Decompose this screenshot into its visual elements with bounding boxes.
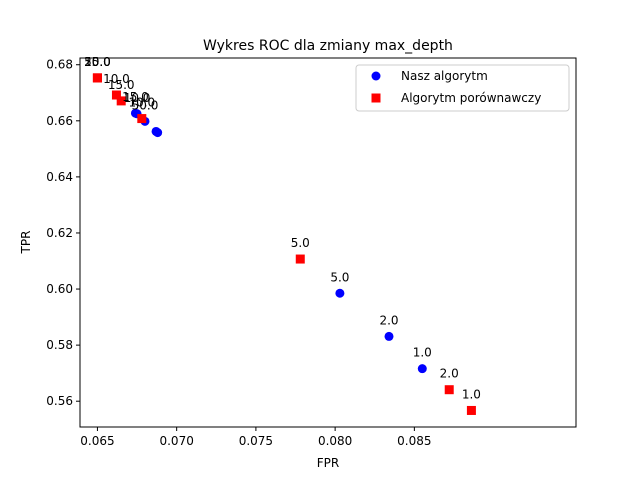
data-point bbox=[417, 364, 427, 374]
data-point bbox=[466, 405, 476, 415]
y-tick-label: 0.60 bbox=[46, 282, 73, 296]
legend-box bbox=[355, 64, 570, 112]
y-tick-label: 0.62 bbox=[46, 226, 73, 240]
data-label: 15.0 bbox=[122, 90, 149, 104]
y-tick-label: 0.66 bbox=[46, 114, 73, 128]
data-label: 50.0 bbox=[132, 98, 159, 112]
data-point bbox=[153, 128, 163, 138]
legend-label: Nasz algorytm bbox=[401, 69, 488, 83]
data-point bbox=[444, 385, 454, 395]
data-point bbox=[92, 73, 102, 83]
x-tick-label: 0.065 bbox=[80, 434, 114, 448]
data-label: 15.0 bbox=[108, 78, 135, 92]
data-point bbox=[111, 90, 121, 100]
data-point bbox=[335, 288, 345, 298]
data-point bbox=[137, 114, 147, 124]
axes-frame bbox=[79, 57, 577, 428]
data-point bbox=[295, 254, 305, 264]
data-label: 10.0 bbox=[128, 96, 155, 110]
data-label: 1.0 bbox=[413, 346, 432, 360]
data-label: 2.0 bbox=[379, 313, 398, 327]
x-axis-label: FPR bbox=[317, 456, 339, 470]
y-tick-label: 0.68 bbox=[46, 58, 73, 72]
x-tick-label: 0.075 bbox=[239, 434, 273, 448]
x-tick-label: 0.070 bbox=[159, 434, 193, 448]
y-tick-label: 0.58 bbox=[46, 338, 73, 352]
chart-title: Wykres ROC dla zmiany max_depth bbox=[203, 38, 453, 54]
data-label: 1.0 bbox=[462, 387, 481, 401]
data-point bbox=[116, 96, 126, 106]
data-label: 10.0 bbox=[124, 91, 151, 105]
y-axis-label: TPR bbox=[19, 231, 33, 255]
y-axis: 0.56 0.58 0.60 0.62 0.64 0.66 0.68 bbox=[46, 58, 80, 408]
x-tick-label: 0.080 bbox=[318, 434, 352, 448]
legend-marker bbox=[371, 71, 381, 81]
data-label: 25.0 bbox=[84, 55, 111, 69]
data-label: 5.0 bbox=[330, 270, 349, 284]
legend-marker bbox=[371, 93, 381, 103]
data-label: 2.0 bbox=[440, 367, 459, 381]
data-label: 10.0 bbox=[103, 72, 130, 86]
y-tick-label: 0.64 bbox=[46, 170, 73, 184]
data-point bbox=[384, 331, 394, 341]
data-label: 5.0 bbox=[291, 236, 310, 250]
legend-label: Algorytm porównawczy bbox=[401, 91, 541, 105]
x-tick-label: 0.085 bbox=[397, 434, 431, 448]
legend: Nasz algorytm Algorytm porównawczy bbox=[355, 64, 570, 112]
x-axis: 0.065 0.070 0.075 0.080 0.085 bbox=[80, 427, 432, 448]
y-tick-label: 0.56 bbox=[46, 394, 73, 408]
